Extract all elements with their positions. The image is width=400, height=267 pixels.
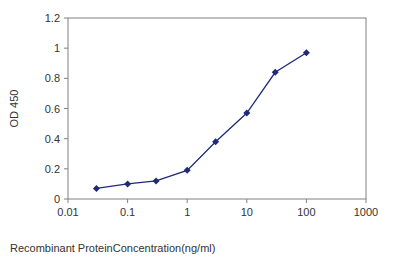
x-tick-label: 10 [241,206,253,218]
marker [212,138,219,145]
marker [184,167,191,174]
x-tick-label: 1 [184,206,190,218]
y-axis-title: OD 450 [8,90,20,128]
x-tick [187,199,188,203]
plot-frame [68,18,366,199]
series [93,49,310,192]
marker [272,69,279,76]
x-axis-title: Recombinant ProteinConcentration(ng/ml) [10,242,215,254]
x-tick [246,199,247,203]
y-tick [64,78,68,79]
y-tick-label: 0.8 [45,72,60,84]
y-tick [64,168,68,169]
y-tick-label: 0.2 [45,163,60,175]
y-tick [64,18,68,19]
y-tick [64,199,68,200]
y-tick [64,48,68,49]
y-tick-label: 1 [54,42,60,54]
marker [153,177,160,184]
y-tick-label: 0 [54,193,60,205]
chart: 0 0.2 0.4 0.6 0.8 1 1.2 0.01 0.1 1 10 100 1000 OD 450… [0,0,400,267]
y-tick-label: 1.2 [45,12,60,24]
marker [303,49,310,56]
x-tick [306,199,307,203]
x-tick [366,199,367,203]
x-tick-label: 0.01 [57,206,78,218]
marker [243,110,250,117]
y-tick-label: 0.6 [45,103,60,115]
y-tick [64,108,68,109]
x-tick-label: 100 [297,206,315,218]
marker [124,180,131,187]
marker [93,185,100,192]
x-tick-label: 1000 [354,206,378,218]
y-tick-label: 0.4 [45,133,60,145]
x-tick [68,199,69,203]
y-tick [64,138,68,139]
line [96,53,306,189]
x-tick [127,199,128,203]
x-tick-label: 0.1 [120,206,135,218]
